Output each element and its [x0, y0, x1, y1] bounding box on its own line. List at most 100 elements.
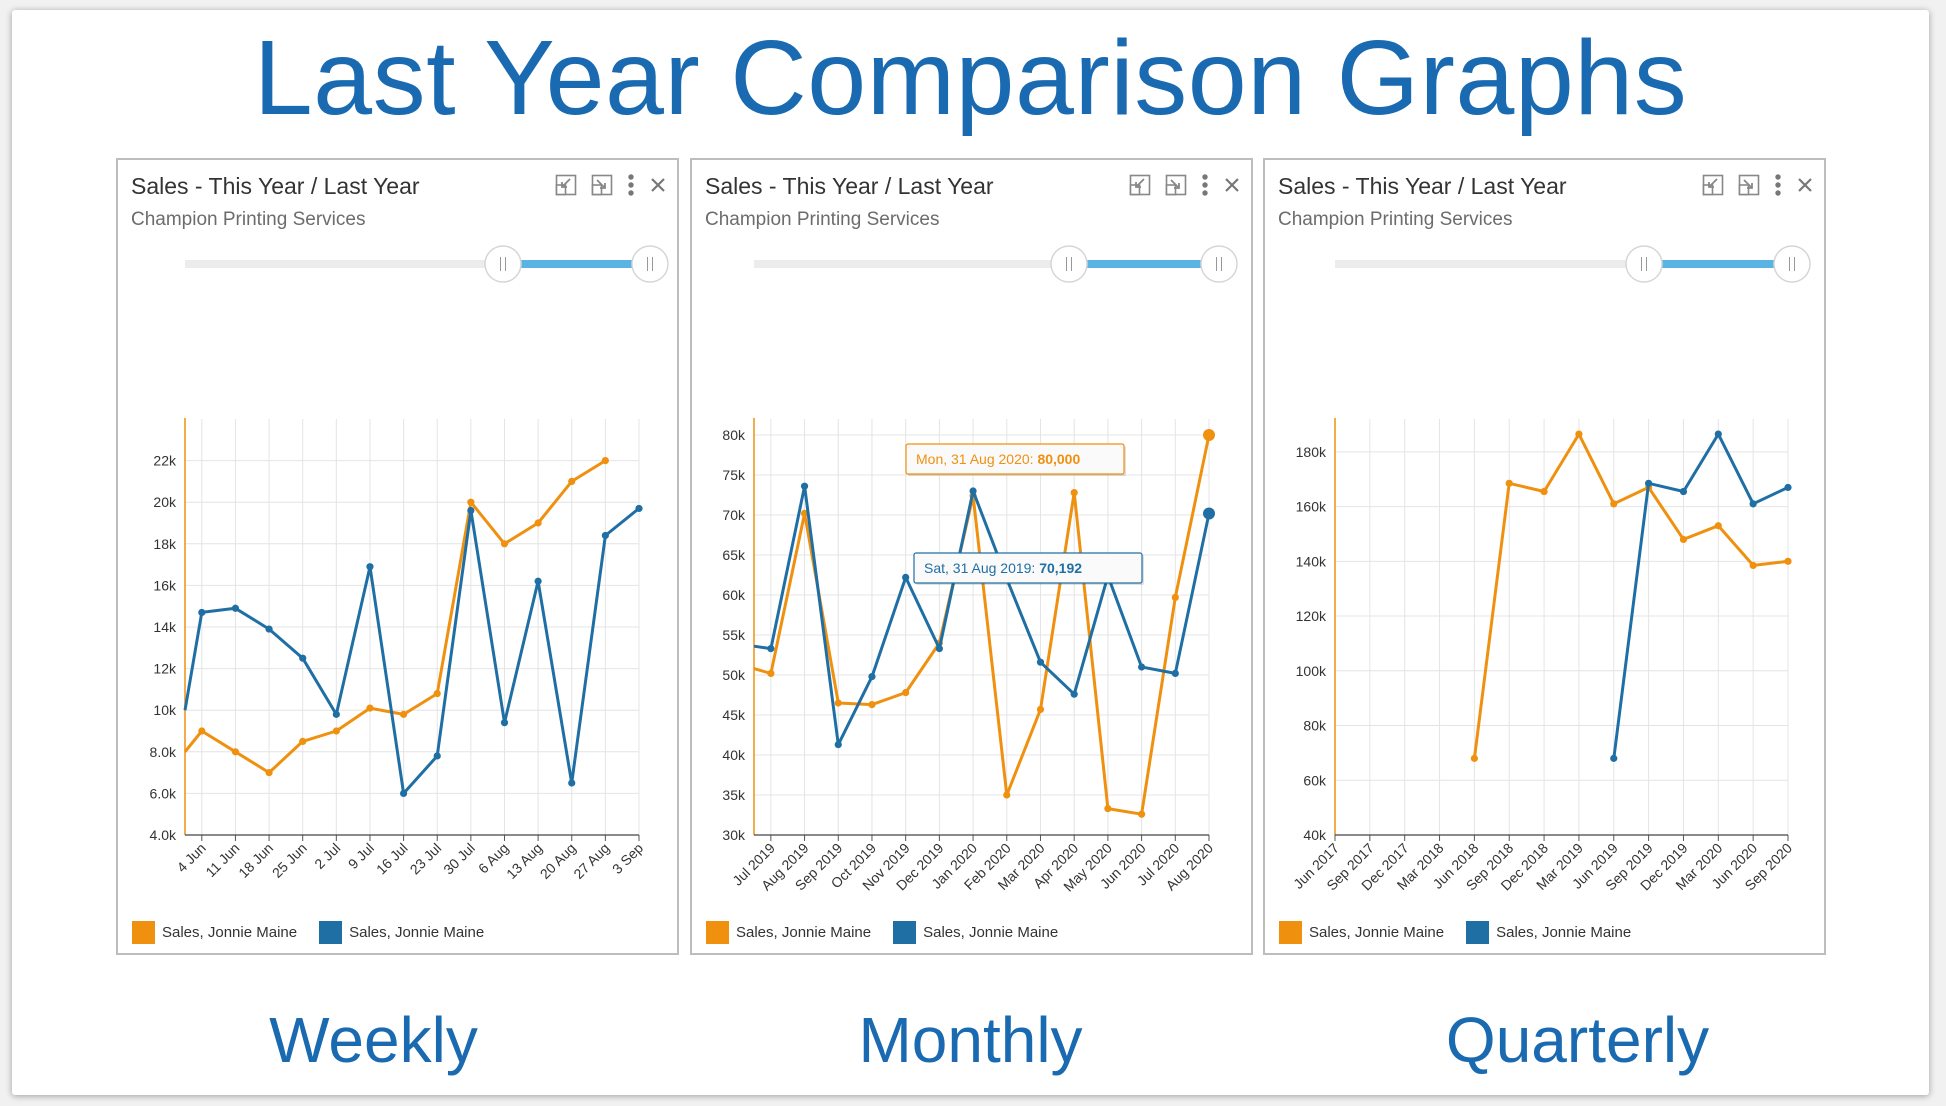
legend-label: Sales, Jonnie Maine [162, 924, 298, 941]
y-tick-label: 180k [1296, 444, 1327, 460]
range-handle[interactable] [1773, 245, 1811, 283]
panel-subtitle: Champion Printing Services [131, 209, 366, 230]
data-point [1679, 535, 1688, 544]
range-handle[interactable] [1625, 245, 1663, 283]
legend-label: Sales, Jonnie Maine [1496, 924, 1632, 941]
tooltip-date: Sat, 31 Aug 2019: [924, 560, 1039, 576]
data-point [265, 625, 273, 633]
legend-swatch [893, 921, 917, 944]
panel-title: Sales - This Year / Last Year [705, 173, 994, 199]
legend-item[interactable]: Sales, Jonnie Maine [132, 921, 297, 944]
range-selection [503, 260, 650, 268]
y-tick-label: 160k [1296, 499, 1327, 515]
series-line-this-year [183, 459, 607, 775]
y-tick-label: 140k [1296, 553, 1327, 569]
close-icon[interactable] [1796, 176, 1814, 194]
collapse-icon[interactable] [555, 174, 577, 196]
legend-item[interactable]: Sales, Jonnie Maine [706, 921, 871, 944]
y-tick-label: 14k [153, 619, 177, 635]
expand-icon[interactable] [1165, 174, 1187, 196]
range-handle[interactable] [484, 245, 522, 283]
x-tick-label: 25 Jun [269, 840, 310, 881]
range-handle-knob [484, 245, 522, 283]
data-point [868, 701, 876, 709]
data-point [433, 752, 441, 760]
range-handle[interactable] [1200, 245, 1238, 283]
more-icon[interactable] [627, 173, 635, 197]
expand-icon[interactable] [591, 174, 613, 196]
y-tick-label: 20k [153, 494, 177, 510]
y-tick-label: 55k [722, 627, 746, 643]
data-point [1203, 507, 1215, 520]
data-point [1070, 489, 1078, 497]
chart-panel-weekly: Sales - This Year / Last Year Champion Pr… [116, 158, 679, 955]
range-handle[interactable] [631, 245, 669, 283]
y-tick-label: 50k [722, 667, 746, 683]
data-point [1171, 669, 1179, 677]
range-handle[interactable] [1050, 245, 1088, 283]
x-tick-label: 27 Aug [570, 840, 612, 882]
data-point [1137, 810, 1146, 818]
series-line-last-year [183, 507, 640, 795]
legend-label: Sales, Jonnie Maine [349, 924, 485, 941]
range-handle-knob [1050, 245, 1088, 283]
data-point [1749, 561, 1757, 570]
slide: Last Year Comparison Graphs Sales - This… [12, 10, 1929, 1095]
legend-item[interactable]: Sales, Jonnie Maine [1466, 921, 1631, 944]
data-point [231, 604, 240, 612]
caption-weekly: Weekly [269, 1004, 478, 1076]
panel-toolbar [1688, 172, 1814, 198]
collapse-icon[interactable] [1702, 174, 1724, 196]
range-track [185, 260, 650, 268]
legend-item[interactable]: Sales, Jonnie Maine [1279, 921, 1444, 944]
legend-swatch [1279, 921, 1302, 944]
panel-subtitle: Champion Printing Services [1278, 209, 1513, 230]
data-point [1137, 663, 1146, 671]
more-icon[interactable] [1201, 173, 1209, 197]
y-tick-label: 12k [153, 661, 177, 677]
data-point [800, 482, 809, 490]
x-tick-label: 18 Jun [235, 840, 276, 881]
panel-toolbar [541, 172, 667, 198]
data-point [1784, 557, 1792, 565]
data-point [1645, 479, 1653, 487]
y-tick-label: 22k [153, 453, 177, 469]
data-point [902, 573, 910, 581]
close-icon[interactable] [1223, 176, 1241, 194]
range-handle-knob [631, 245, 669, 283]
tooltip-date: Mon, 31 Aug 2020: [916, 451, 1037, 467]
legend-item[interactable]: Sales, Jonnie Maine [893, 921, 1058, 944]
data-point [969, 487, 977, 495]
y-tick-label: 45k [722, 707, 746, 723]
data-point [433, 689, 441, 698]
series-line-last-year [1612, 432, 1789, 759]
legend-swatch [319, 921, 343, 944]
legend-item[interactable]: Sales, Jonnie Maine [319, 921, 484, 944]
data-point [1171, 593, 1179, 601]
data-point [568, 477, 576, 485]
data-point [601, 531, 609, 540]
range-selection [1644, 260, 1792, 268]
panel-title: Sales - This Year / Last Year [131, 173, 420, 199]
data-point [1610, 500, 1618, 508]
data-point [299, 654, 307, 662]
legend-label: Sales, Jonnie Maine [1309, 924, 1445, 941]
more-icon[interactable] [1774, 173, 1782, 197]
data-point [601, 457, 609, 465]
x-tick-label: 16 Jul [373, 840, 411, 878]
expand-icon[interactable] [1738, 174, 1760, 196]
collapse-icon[interactable] [1129, 174, 1151, 196]
legend-label: Sales, Jonnie Maine [923, 924, 1059, 941]
data-point [935, 645, 943, 653]
data-point [1540, 487, 1548, 496]
caption-quarterly: Quarterly [1445, 1004, 1710, 1076]
data-point [198, 608, 206, 617]
range-track [1335, 260, 1792, 268]
data-point [1610, 754, 1618, 762]
y-tick-label: 60k [1303, 772, 1327, 788]
close-icon[interactable] [649, 176, 667, 194]
x-tick-label: 30 Jul [440, 840, 478, 878]
caption-monthly: Monthly [858, 1004, 1083, 1076]
data-point [366, 563, 374, 571]
tooltip-box [905, 443, 1125, 475]
